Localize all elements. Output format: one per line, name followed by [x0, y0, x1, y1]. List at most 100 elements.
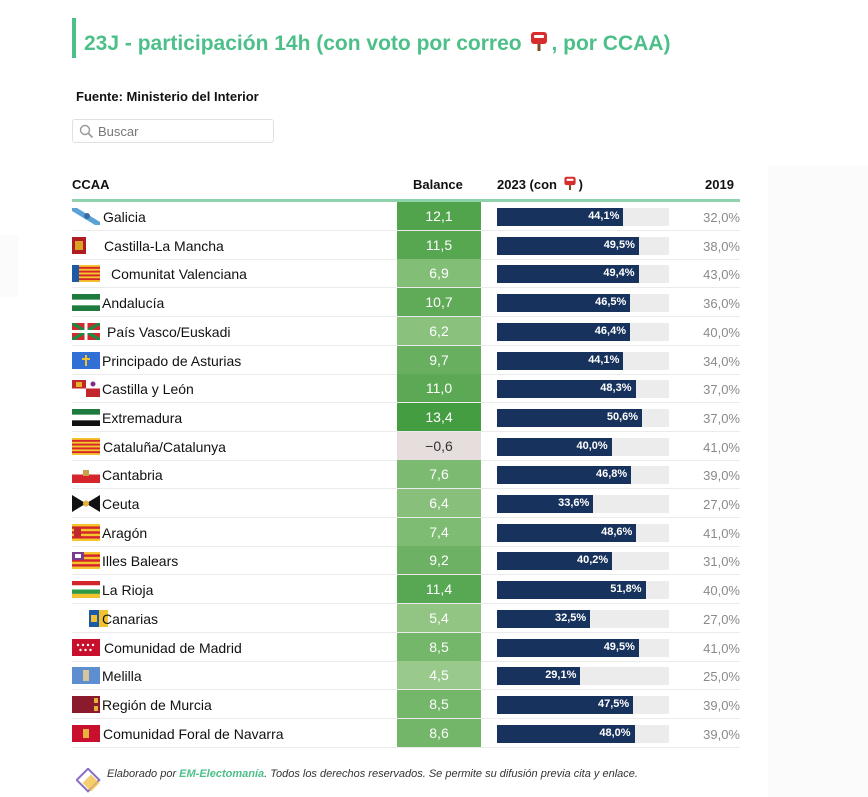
table-row: Comunidad de Madrid 8,5 49,5% 41,0%	[72, 632, 740, 662]
bar-2023: 49,5%	[497, 638, 639, 657]
flag-baleares-icon	[72, 552, 100, 570]
bar-2023-label: 47,5%	[597, 697, 630, 710]
bar-2023-label: 46,8%	[595, 468, 628, 481]
ccaa-name: Castilla y León	[102, 381, 194, 398]
bar-2023: 46,5%	[497, 294, 631, 313]
ccaa-name: La Rioja	[102, 582, 154, 599]
bar-2023-label: 40,2%	[576, 554, 609, 567]
table-row: Castilla y León 11,0 48,3% 37,0%	[72, 374, 740, 404]
flag-galicia-icon	[72, 208, 100, 225]
search-box[interactable]	[72, 119, 274, 143]
table-row: Comunitat Valenciana 6,9 49,4% 43,0%	[72, 259, 740, 289]
value-2019: 41,0%	[703, 640, 740, 656]
flag-valencia-icon	[72, 265, 100, 283]
flag-murcia-icon	[72, 695, 100, 713]
value-2019: 32,0%	[703, 210, 740, 225]
column-header-balance[interactable]: Balance	[413, 177, 463, 192]
bar-2023: 33,6%	[497, 495, 594, 513]
flag-canarias-icon	[80, 609, 108, 627]
balance-cell: 11,4	[397, 575, 481, 604]
bar-track: 51,8%	[497, 581, 669, 600]
flag-madrid-icon	[72, 638, 100, 656]
background-panel	[0, 235, 18, 297]
ccaa-name: Castilla-La Mancha	[104, 237, 224, 254]
search-input[interactable]	[98, 123, 268, 139]
bar-2023: 44,1%	[497, 351, 624, 370]
bar-track: 29,1%	[497, 667, 669, 686]
bar-2023: 32,5%	[497, 609, 591, 628]
bar-track: 48,6%	[497, 523, 669, 542]
column-header-ccaa[interactable]: CCAA	[72, 177, 110, 192]
mailbox-icon	[564, 176, 576, 190]
bar-2023-label: 48,3%	[600, 382, 632, 395]
flag-catalunya-icon	[72, 437, 100, 455]
balance-cell: 12,1	[397, 202, 481, 230]
balance-cell: −0,6	[397, 431, 481, 460]
bar-track: 40,0%	[497, 437, 669, 456]
bar-2023: 44,1%	[497, 208, 624, 226]
ccaa-name: Illes Balears	[102, 553, 179, 570]
column-header-2023-close: )	[578, 177, 583, 192]
ccaa-name: Aragón	[102, 524, 148, 541]
table-row: Extremadura 13,4 50,6% 37,0%	[72, 402, 740, 432]
balance-cell: 11,5	[397, 230, 481, 259]
value-2019: 31,0%	[703, 554, 740, 570]
balance-cell: 6,2	[397, 316, 481, 345]
title-text: 23J - participación 14h (con voto por co…	[84, 32, 522, 55]
mailbox-icon	[531, 32, 548, 51]
bar-track: 49,5%	[497, 236, 669, 255]
flag-asturias-icon	[72, 351, 100, 369]
title-accent-bar	[72, 18, 76, 58]
ccaa-name: Canarias	[102, 610, 159, 627]
flag-castilla-la-mancha-icon	[72, 236, 100, 254]
bar-2023: 47,5%	[497, 695, 634, 714]
balance-cell: 6,9	[397, 259, 481, 288]
flag-cantabria-icon	[72, 466, 100, 484]
balance-cell: 8,5	[397, 632, 481, 661]
bar-2023: 46,4%	[497, 322, 630, 341]
ccaa-name: Ceuta	[102, 496, 140, 512]
column-header-2023-label: 2023 (con	[497, 177, 557, 192]
bar-2023: 50,6%	[497, 408, 643, 427]
bar-track: 47,5%	[497, 695, 669, 714]
bar-2023-label: 29,1%	[545, 669, 577, 682]
flag-aragon-icon	[72, 523, 100, 541]
value-2019: 41,0%	[703, 525, 740, 541]
table-row: La Rioja 11,4 51,8% 40,0%	[72, 575, 740, 605]
flag-andalucia-icon	[72, 294, 100, 312]
table-row: País Vasco/Euskadi 6,2 46,4% 40,0%	[72, 316, 740, 346]
ccaa-name: Cataluña/Catalunya	[103, 438, 226, 455]
bar-2023: 40,0%	[497, 437, 612, 456]
flag-navarra-icon	[72, 724, 100, 742]
flag-castilla-y-leon-icon	[72, 380, 100, 398]
value-2019: 37,0%	[703, 382, 740, 398]
ccaa-name: Comunitat Valenciana	[111, 266, 247, 283]
column-header-2023[interactable]: 2023 (con )	[497, 175, 583, 192]
ccaa-name: Comunidad Foral de Navarra	[103, 725, 284, 742]
table-row: Andalucía 10,7 46,5% 36,0%	[72, 288, 740, 318]
value-2019: 36,0%	[703, 296, 740, 312]
bar-2023-label: 49,5%	[603, 640, 635, 653]
bar-track: 49,5%	[497, 638, 669, 657]
bar-track: 48,0%	[497, 724, 669, 743]
balance-cell: 8,5	[397, 689, 481, 718]
balance-cell: 6,4	[397, 489, 481, 517]
balance-cell: 8,6	[397, 718, 481, 747]
bar-2023: 46,8%	[497, 466, 632, 485]
bar-track: 49,4%	[497, 265, 669, 284]
value-2019: 39,0%	[703, 468, 740, 484]
table-row: Cataluña/Catalunya −0,6 40,0% 41,0%	[72, 431, 740, 461]
bar-2023-label: 46,4%	[594, 324, 626, 337]
flag-la-rioja-icon	[72, 581, 100, 599]
bar-2023: 48,3%	[497, 380, 636, 399]
ccaa-name: Melilla	[102, 668, 142, 685]
bar-2023-label: 44,1%	[588, 353, 620, 366]
footer-suffix: . Todos los derechos reservados. Se perm…	[264, 768, 638, 780]
column-header-2019[interactable]: 2019	[705, 177, 734, 192]
balance-cell: 13,4	[397, 402, 481, 431]
balance-cell: 7,6	[397, 460, 481, 489]
footer-brand-link[interactable]: EM-Electomanía	[179, 768, 265, 780]
footer-credit: Elaborado por EM-Electomanía. Todos los …	[107, 768, 638, 780]
bar-track: 40,2%	[497, 552, 669, 571]
ccaa-name: Galicia	[103, 209, 146, 225]
